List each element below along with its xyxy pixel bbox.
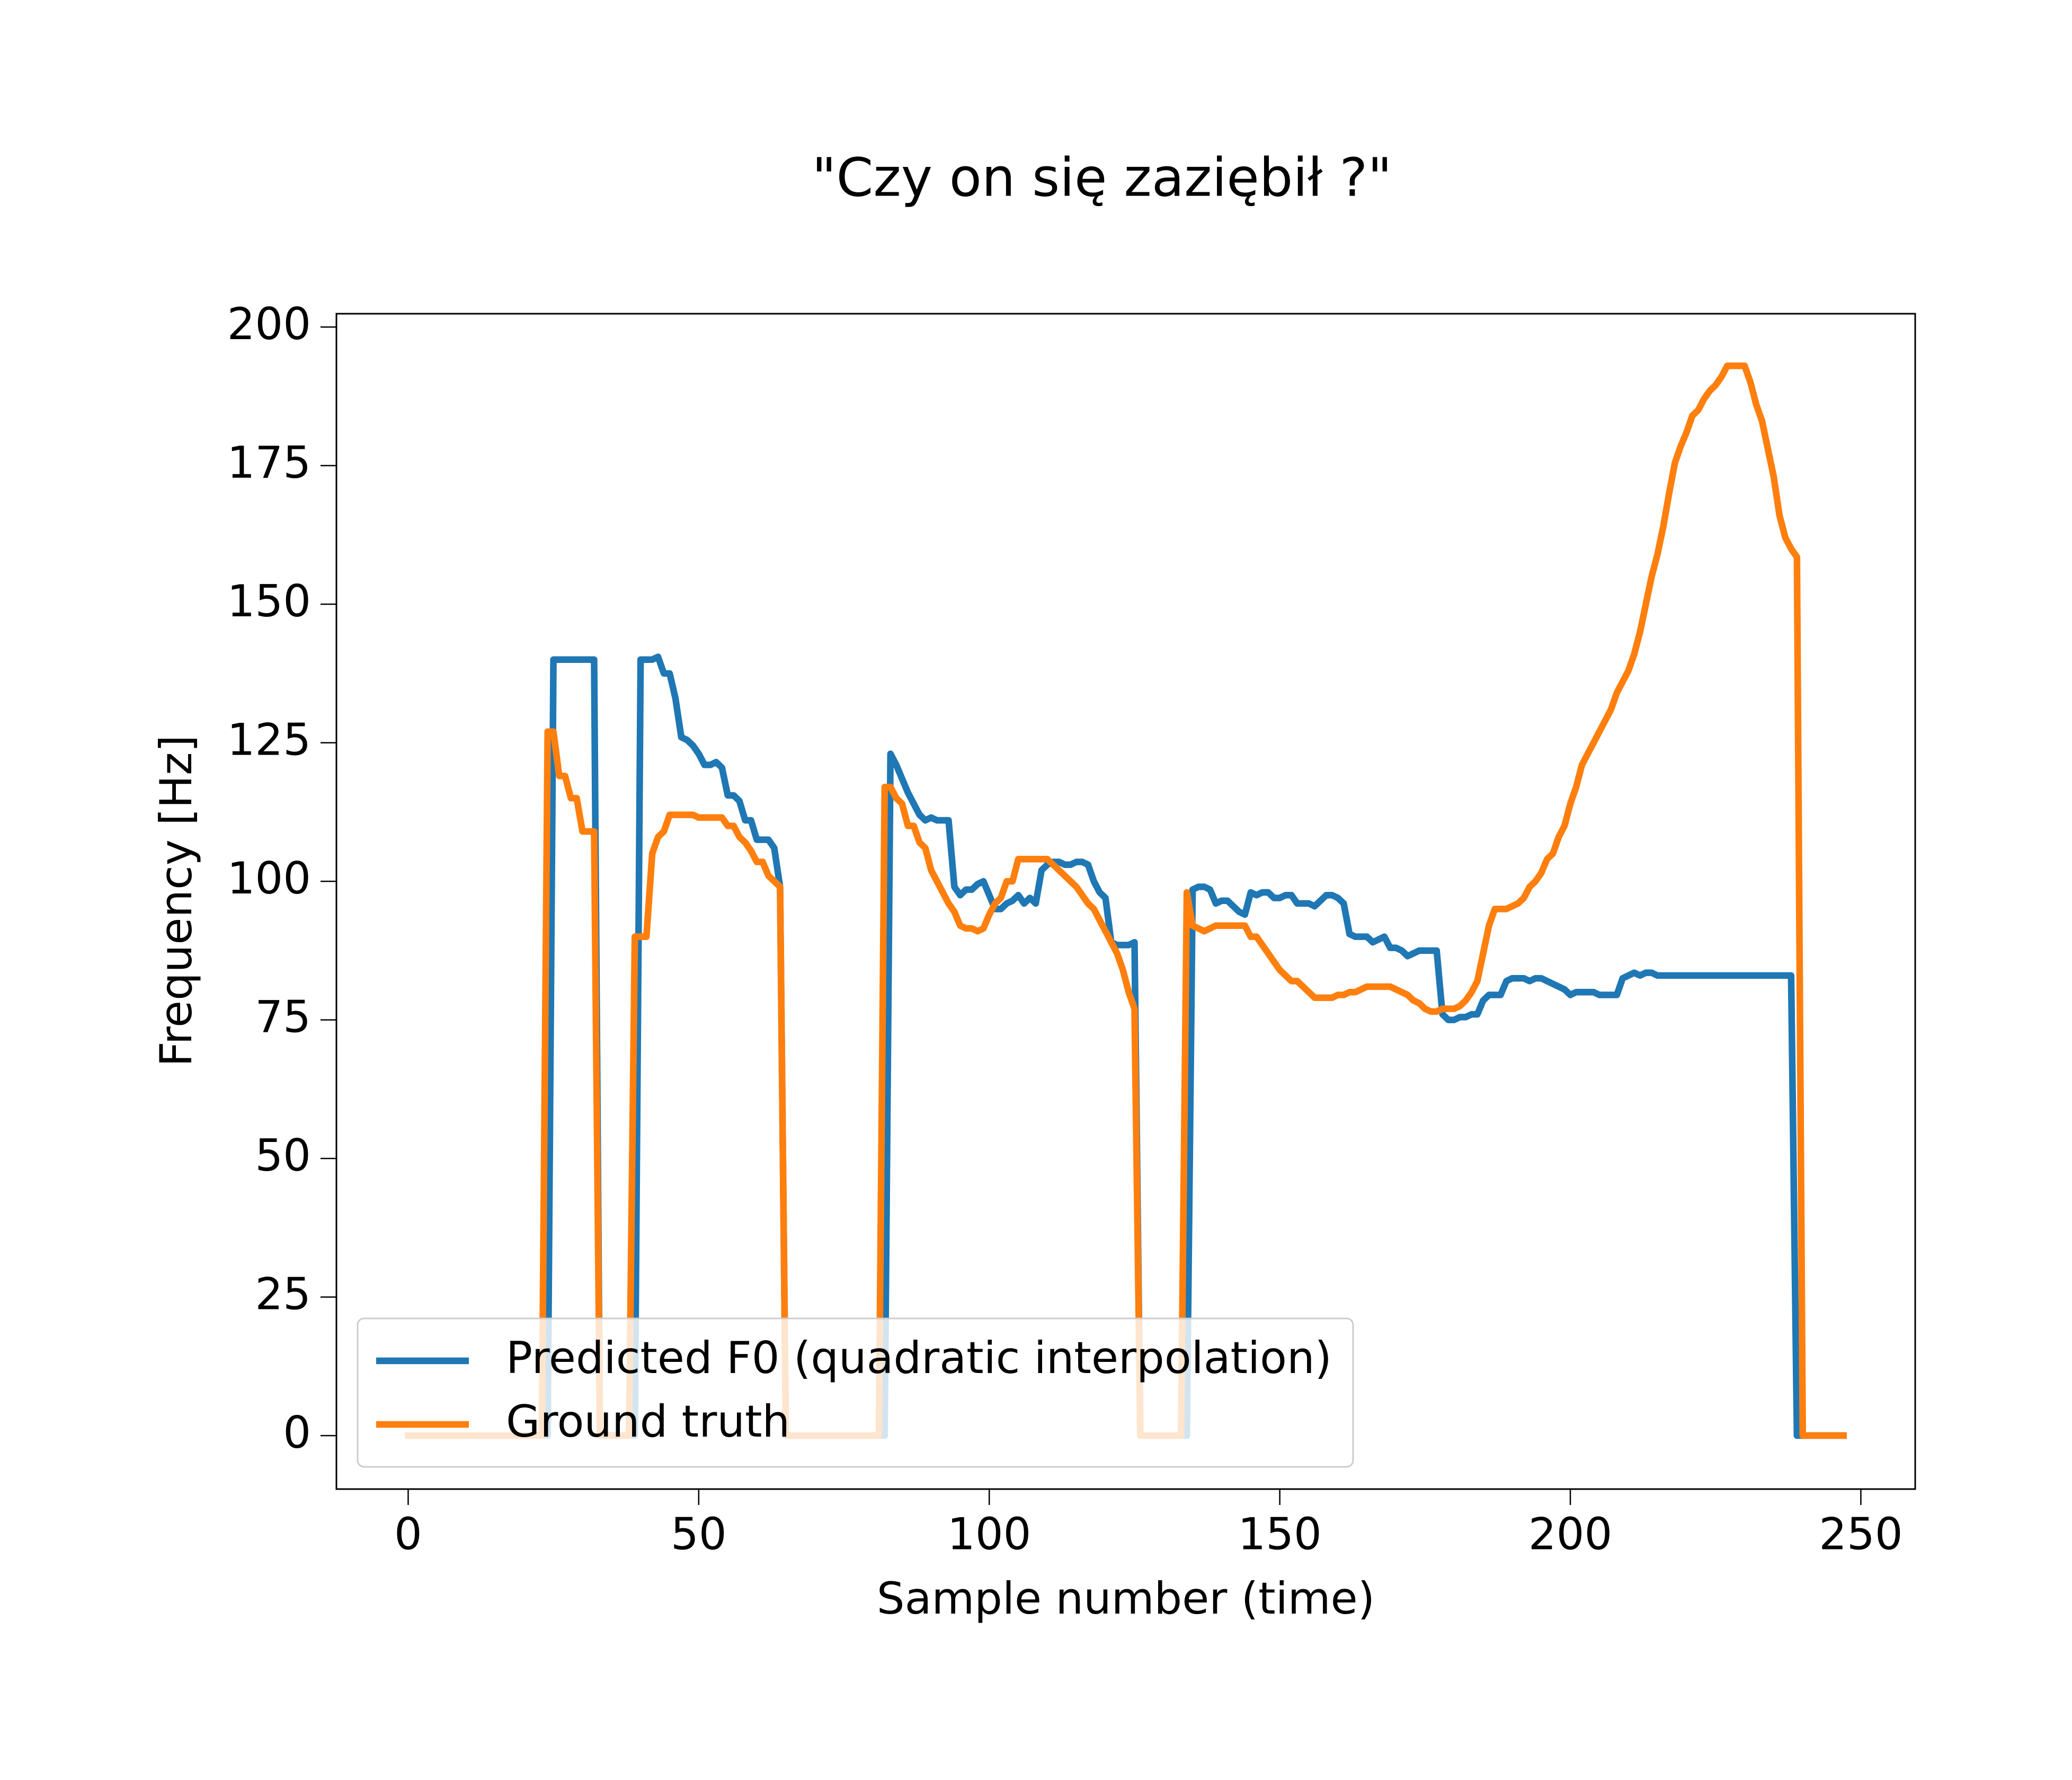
y-axis-label: Frequency [Hz] [150, 735, 202, 1067]
legend-label: Predicted F0 (quadratic interpolation) [506, 1332, 1332, 1384]
series-line [405, 653, 1847, 1439]
y-tick-label: 100 [227, 853, 311, 904]
x-tick-label: 0 [394, 1509, 422, 1560]
x-tick-label: 50 [671, 1509, 727, 1560]
y-tick-label: 175 [227, 437, 311, 489]
plot-frame [335, 313, 1916, 1490]
y-tick-label: 150 [227, 575, 311, 627]
chart-title: "Czy on się zaziębił ?" [812, 146, 1392, 208]
y-tick-label: 125 [227, 714, 311, 766]
y-tick-label: 75 [255, 991, 311, 1043]
x-axis-label: Sample number (time) [877, 1573, 1375, 1624]
legend-box [357, 1317, 1354, 1468]
x-tick-label: 100 [947, 1509, 1031, 1560]
x-tick-label: 200 [1528, 1509, 1612, 1560]
y-tick-label: 50 [255, 1130, 311, 1181]
series-line [405, 362, 1847, 1439]
y-tick-label: 25 [255, 1269, 311, 1320]
y-tick-label: 0 [283, 1407, 311, 1458]
x-tick-label: 250 [1819, 1509, 1902, 1560]
legend: Predicted F0 (quadratic interpolation) Gr… [357, 1317, 1354, 1468]
x-tick-label: 150 [1238, 1509, 1321, 1560]
y-tick-label: 200 [227, 298, 311, 350]
legend-label: Ground truth [506, 1396, 790, 1447]
